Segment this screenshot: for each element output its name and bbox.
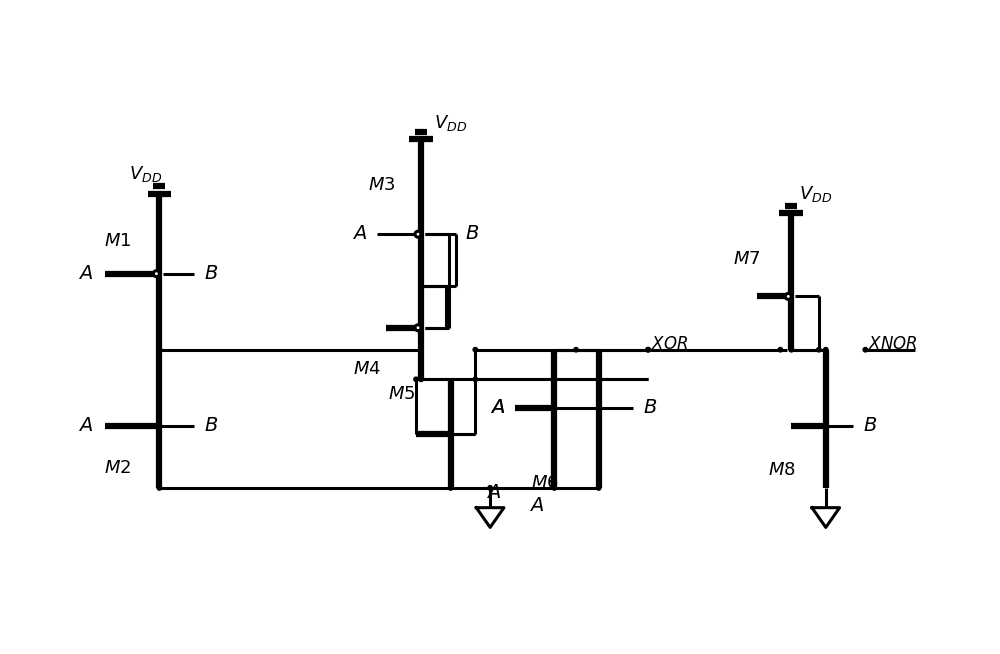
- Text: $M8$: $M8$: [768, 461, 795, 479]
- Circle shape: [488, 486, 492, 490]
- Text: $M4$: $M4$: [353, 360, 381, 379]
- Text: $B$: $B$: [863, 417, 877, 435]
- Circle shape: [817, 347, 821, 352]
- Circle shape: [415, 232, 421, 237]
- Circle shape: [473, 377, 478, 381]
- Circle shape: [414, 377, 418, 381]
- Text: $M2$: $M2$: [104, 459, 132, 477]
- Text: $V_{DD}$: $V_{DD}$: [129, 164, 162, 184]
- Text: $A$: $A$: [490, 399, 505, 417]
- Circle shape: [419, 283, 423, 288]
- Text: $V_{DD}$: $V_{DD}$: [799, 184, 832, 203]
- Circle shape: [597, 486, 601, 490]
- Circle shape: [415, 325, 421, 331]
- Circle shape: [574, 347, 578, 352]
- Circle shape: [778, 347, 783, 352]
- Circle shape: [473, 347, 478, 352]
- Text: $V_{DD}$: $V_{DD}$: [434, 112, 467, 133]
- Circle shape: [863, 347, 867, 352]
- Text: $B$: $B$: [643, 399, 657, 417]
- Circle shape: [785, 294, 791, 300]
- Text: $M3$: $M3$: [368, 176, 395, 194]
- Circle shape: [419, 347, 423, 352]
- Text: $B$: $B$: [204, 417, 218, 435]
- Circle shape: [552, 486, 557, 490]
- Text: $XOR$: $XOR$: [651, 336, 688, 353]
- Text: $A$: $A$: [490, 399, 505, 417]
- Circle shape: [448, 486, 453, 490]
- Text: $B$: $B$: [204, 265, 218, 283]
- Text: $M6$: $M6$: [531, 474, 558, 492]
- Circle shape: [646, 347, 650, 352]
- Circle shape: [153, 271, 159, 277]
- Text: $A$: $A$: [78, 417, 93, 435]
- Text: $A$: $A$: [486, 484, 501, 502]
- Text: $B$: $B$: [465, 225, 479, 243]
- Circle shape: [824, 347, 828, 352]
- Text: $A$: $A$: [352, 225, 367, 243]
- Circle shape: [157, 347, 162, 352]
- Text: $M5$: $M5$: [388, 385, 415, 403]
- Text: $A$: $A$: [78, 265, 93, 283]
- Text: $M1$: $M1$: [104, 232, 132, 250]
- Text: $A$: $A$: [529, 496, 544, 515]
- Circle shape: [646, 347, 650, 352]
- Circle shape: [789, 347, 793, 352]
- Text: $M7$: $M7$: [733, 250, 761, 268]
- Circle shape: [157, 486, 162, 490]
- Circle shape: [419, 377, 423, 381]
- Text: $XNOR$: $XNOR$: [868, 336, 918, 353]
